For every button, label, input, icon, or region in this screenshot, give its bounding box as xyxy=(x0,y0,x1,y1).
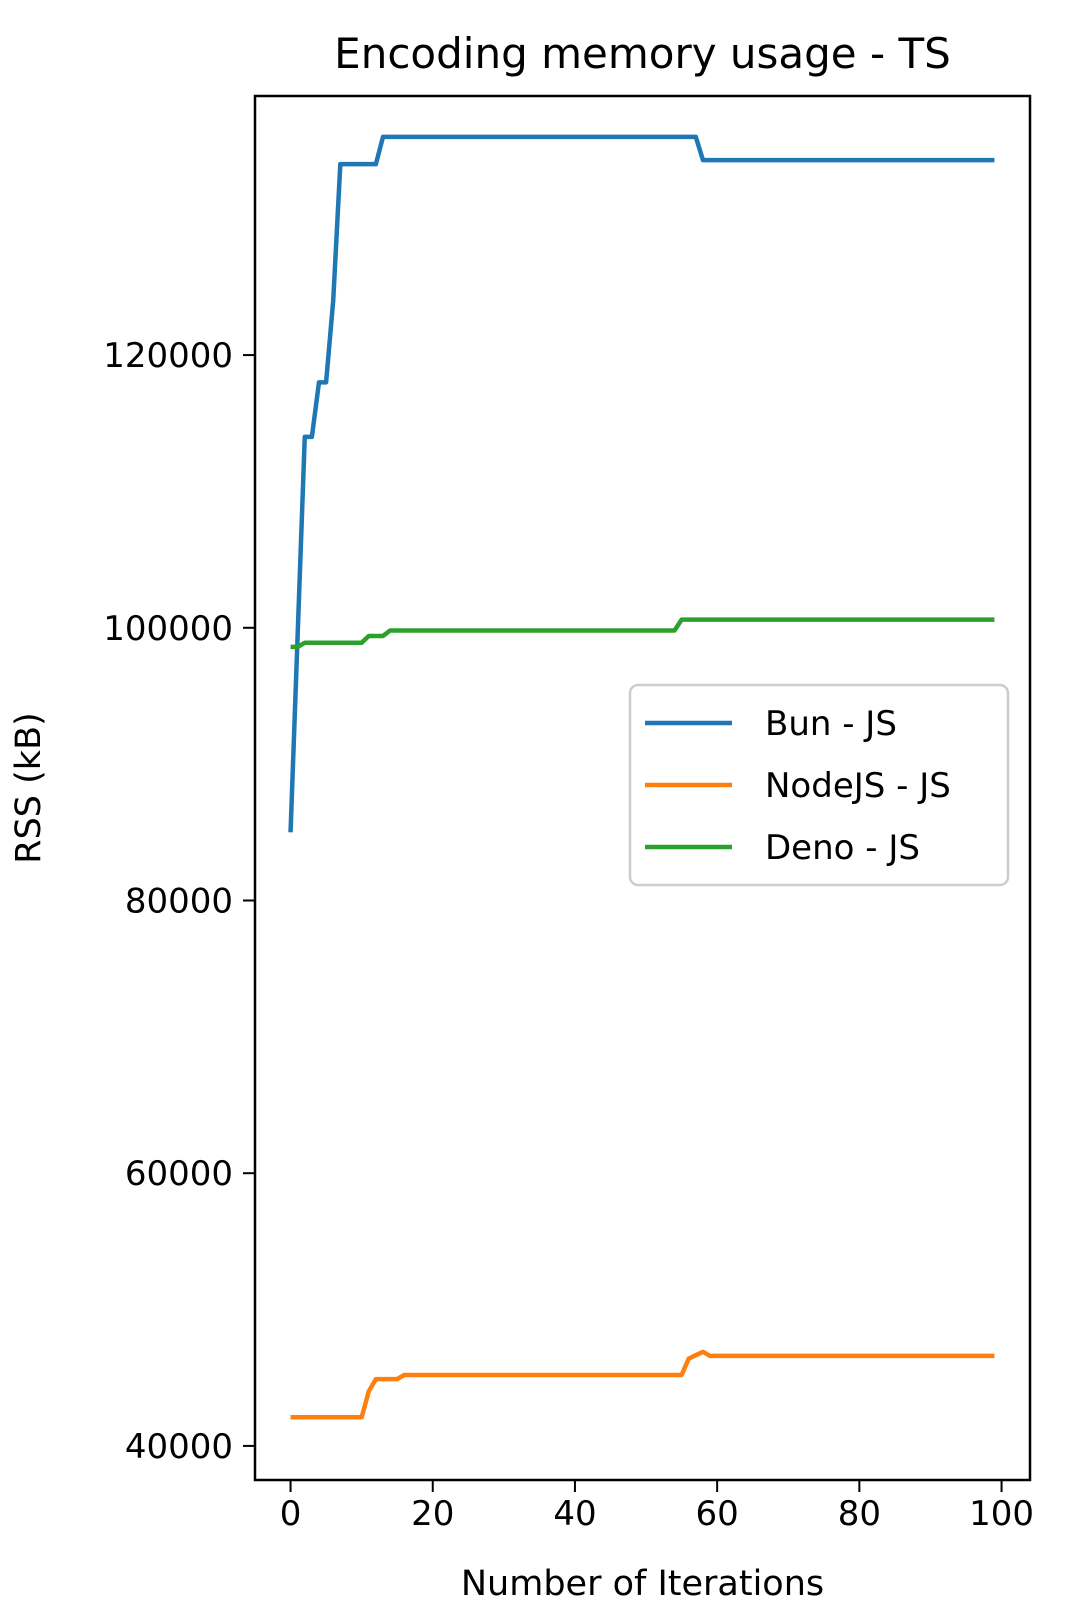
x-tick-label-80: 80 xyxy=(838,1494,881,1534)
legend-label-2: Deno - JS xyxy=(765,828,920,868)
x-tick-label-0: 0 xyxy=(280,1494,302,1534)
x-tick-label-100: 100 xyxy=(969,1494,1034,1534)
x-tick-label-20: 20 xyxy=(411,1494,454,1534)
legend-label-0: Bun - JS xyxy=(765,704,897,744)
y-tick-label-120000: 120000 xyxy=(103,336,233,376)
series-line-1 xyxy=(290,1349,995,1420)
y-tick-label-80000: 80000 xyxy=(125,881,233,921)
x-tick-label-40: 40 xyxy=(553,1494,596,1534)
x-tick-label-60: 60 xyxy=(696,1494,739,1534)
chart-title: Encoding memory usage - TS xyxy=(334,29,951,78)
legend-box xyxy=(628,683,1010,887)
plot-lines xyxy=(288,134,995,1420)
x-axis-title: Number of Iterations xyxy=(461,1564,824,1604)
series-line-0 xyxy=(288,134,995,833)
y-axis-title: RSS (kB) xyxy=(9,712,49,863)
legend-label-1: NodeJS - JS xyxy=(765,766,951,806)
legend: Bun - JS NodeJS - JS Deno - JS xyxy=(628,683,1010,887)
series-line-2 xyxy=(290,617,995,650)
y-axis: 40000 60000 80000 100000 120000 xyxy=(103,336,255,1467)
y-tick-label-60000: 60000 xyxy=(125,1154,233,1194)
x-axis: 0 20 40 60 80 100 xyxy=(280,1480,1034,1534)
y-tick-label-100000: 100000 xyxy=(103,609,233,649)
plot-frame xyxy=(253,94,1032,1482)
y-tick-label-40000: 40000 xyxy=(125,1427,233,1467)
